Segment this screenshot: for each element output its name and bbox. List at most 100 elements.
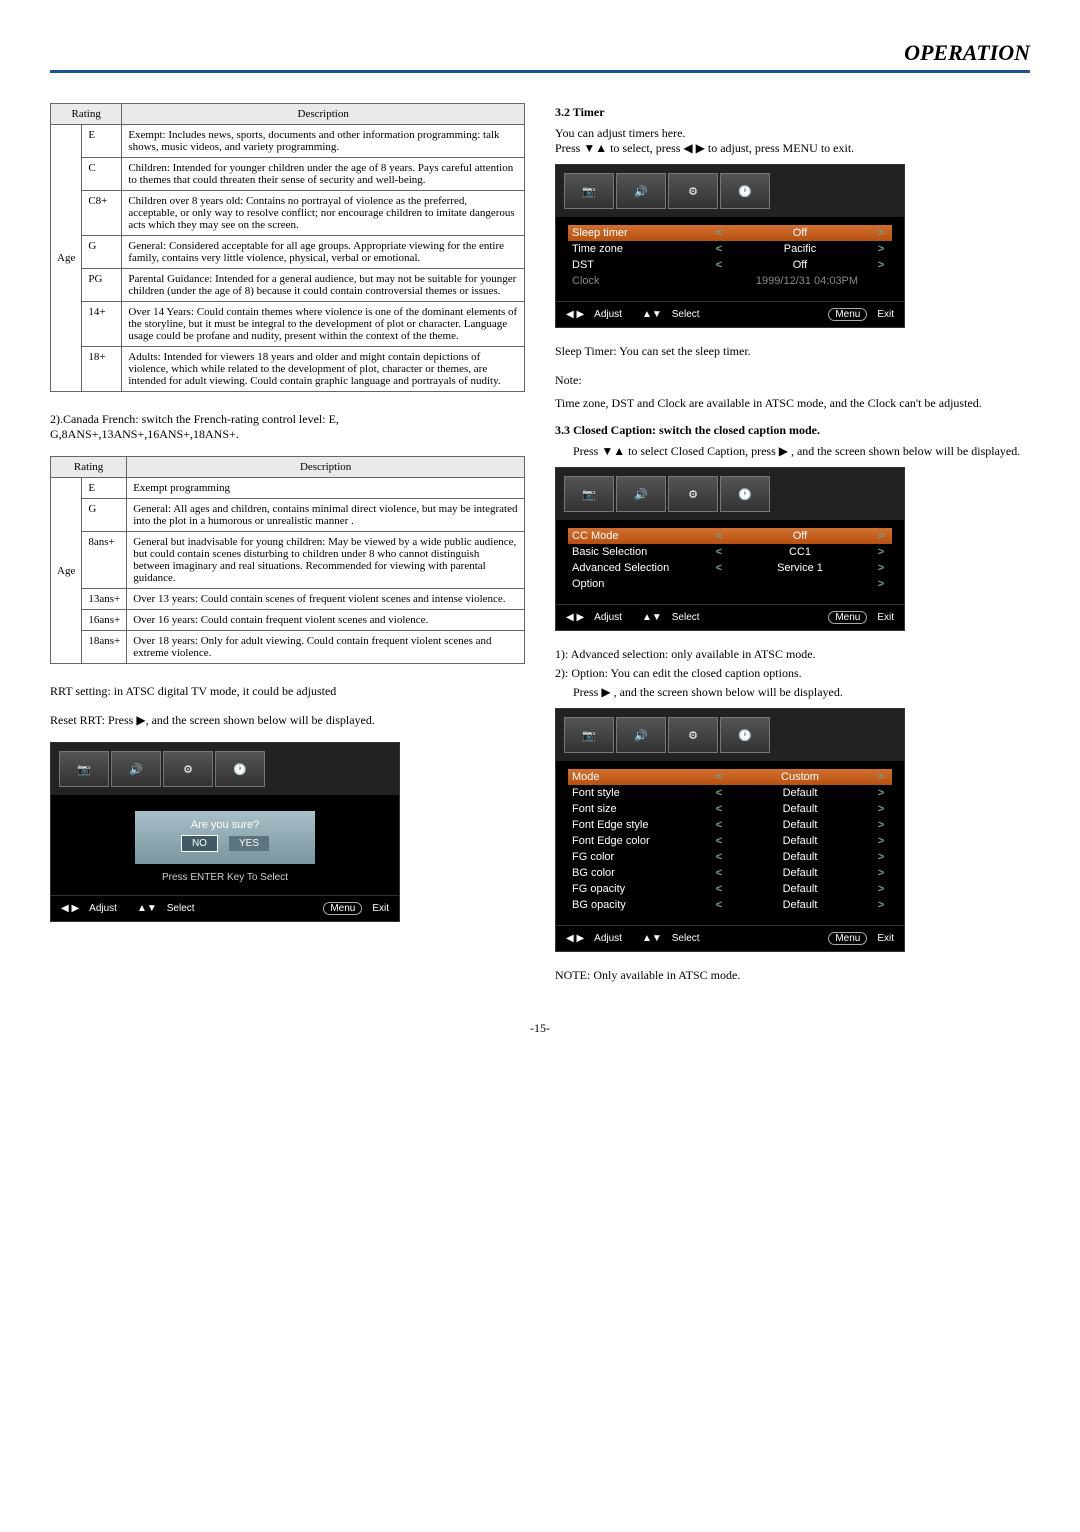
yes-button[interactable]: YES	[229, 836, 269, 851]
option-menu: 📷 🔊 ⚙ 🕐 Mode<Custom>Font style<Default>F…	[555, 708, 905, 952]
menu-icon: ⚙	[668, 717, 718, 753]
rating-code: G	[82, 499, 127, 532]
rating-desc: Adults: Intended for viewers 18 years an…	[122, 347, 525, 392]
right-arrow-icon[interactable]: >	[874, 851, 888, 863]
right-arrow-icon[interactable]: >	[874, 259, 888, 271]
menu-row[interactable]: FG opacity<Default>	[568, 881, 892, 897]
menu-row[interactable]: Font Edge color<Default>	[568, 833, 892, 849]
table-row: CChildren: Intended for younger children…	[51, 158, 525, 191]
rating-desc: Over 14 Years: Could contain themes wher…	[122, 302, 525, 347]
left-arrow-icon[interactable]: <	[712, 803, 726, 815]
left-arrow-icon[interactable]: <	[712, 899, 726, 911]
menu-icon: 📷	[564, 717, 614, 753]
timer-intro-1: You can adjust timers here.	[555, 126, 1030, 141]
menu-row[interactable]: Basic Selection<CC1>	[568, 544, 892, 560]
menu-row[interactable]: Clock1999/12/31 04:03PM	[568, 273, 892, 289]
rating-desc: Children over 8 years old: Contains no p…	[122, 191, 525, 236]
th-desc: Description	[122, 104, 525, 125]
menu-row[interactable]: BG opacity<Default>	[568, 897, 892, 913]
rating-code: 18+	[82, 347, 122, 392]
left-arrow-icon[interactable]: <	[712, 787, 726, 799]
no-button[interactable]: NO	[181, 835, 218, 852]
left-arrow-icon[interactable]: <	[712, 819, 726, 831]
left-arrow-icon[interactable]: <	[712, 243, 726, 255]
right-arrow-icon[interactable]: >	[874, 819, 888, 831]
menu-row-label: FG color	[572, 851, 712, 863]
right-arrow-icon[interactable]: >	[874, 530, 888, 542]
menu-row[interactable]: Font style<Default>	[568, 785, 892, 801]
rating-code: PG	[82, 269, 122, 302]
menu-row-label: BG color	[572, 867, 712, 879]
left-arrow-icon[interactable]: <	[712, 227, 726, 239]
menu-row[interactable]: Font size<Default>	[568, 801, 892, 817]
menu-row[interactable]: FG color<Default>	[568, 849, 892, 865]
menu-icon-row: 📷 🔊 ⚙ 🕐	[556, 709, 904, 761]
left-arrow-icon[interactable]: <	[712, 835, 726, 847]
menu-row-value: Default	[726, 803, 874, 815]
menu-row[interactable]: Sleep timer<Off>	[568, 225, 892, 241]
left-arrow-icon[interactable]: <	[712, 259, 726, 271]
right-arrow-icon[interactable]: >	[874, 803, 888, 815]
right-arrow-icon[interactable]: >	[874, 787, 888, 799]
right-arrow-icon[interactable]: >	[874, 562, 888, 574]
menu-icon: 📷	[59, 751, 109, 787]
left-arrow-icon[interactable]: <	[712, 883, 726, 895]
menu-row-value: Custom	[726, 771, 874, 783]
right-arrow-icon[interactable]: >	[874, 227, 888, 239]
menu-row[interactable]: Time zone<Pacific>	[568, 241, 892, 257]
ud-arrows-icon: ▲▼	[642, 309, 662, 320]
left-arrow-icon[interactable]: <	[712, 546, 726, 558]
menu-row[interactable]: CC Mode<Off>	[568, 528, 892, 544]
left-arrow-icon[interactable]: <	[712, 530, 726, 542]
cc-note-3: Press ▶ , and the screen shown below wil…	[573, 685, 1030, 700]
menu-row[interactable]: Option>	[568, 576, 892, 592]
rating-code: C	[82, 158, 122, 191]
menu-row[interactable]: Mode<Custom>	[568, 769, 892, 785]
menu-row-label: Basic Selection	[572, 546, 712, 558]
lr-arrows-icon: ◀ ▶	[566, 612, 584, 623]
right-arrow-icon[interactable]: >	[874, 771, 888, 783]
menu-row-value: Default	[726, 851, 874, 863]
right-arrow-icon[interactable]: >	[874, 883, 888, 895]
lr-arrows-icon: ◀ ▶	[566, 309, 584, 320]
table-row: 8ans+General but inadvisable for young c…	[51, 532, 525, 589]
timer-heading: 3.2 Timer	[555, 105, 1030, 120]
confirm-prompt: Are you sure?	[143, 819, 307, 831]
menu-row[interactable]: DST<Off>	[568, 257, 892, 273]
left-arrow-icon[interactable]: <	[712, 771, 726, 783]
menu-icon: 📷	[564, 476, 614, 512]
right-arrow-icon[interactable]: >	[874, 243, 888, 255]
table-row: 13ans+Over 13 years: Could contain scene…	[51, 589, 525, 610]
menu-row-label: Font Edge color	[572, 835, 712, 847]
right-arrow-icon[interactable]: >	[874, 546, 888, 558]
menu-row[interactable]: Font Edge style<Default>	[568, 817, 892, 833]
th-rating-2: Rating	[51, 457, 127, 478]
main-columns: Rating Description AgeEExempt: Includes …	[50, 93, 1030, 997]
menu-row[interactable]: BG color<Default>	[568, 865, 892, 881]
note-heading: Note:	[555, 373, 1030, 388]
left-arrow-icon[interactable]: <	[712, 562, 726, 574]
left-arrow-icon[interactable]: <	[712, 867, 726, 879]
right-arrow-icon[interactable]: >	[874, 578, 888, 590]
menu-row-label: Clock	[572, 275, 712, 287]
table-row: 14+Over 14 Years: Could contain themes w…	[51, 302, 525, 347]
right-arrow-icon[interactable]: >	[874, 899, 888, 911]
page-header: OPERATION	[50, 40, 1030, 73]
right-arrow-icon[interactable]: >	[874, 867, 888, 879]
rating-desc: Children: Intended for younger children …	[122, 158, 525, 191]
reset-rrt-para: Reset RRT: Press ▶, and the screen shown…	[50, 713, 525, 728]
menu-pill: Menu	[828, 308, 867, 321]
menu-row-label: Font style	[572, 787, 712, 799]
rating-code: 8ans+	[82, 532, 127, 589]
timer-intro-2: Press ▼▲ to select, press ◀ ▶ to adjust,…	[555, 141, 1030, 156]
menu-row[interactable]: Advanced Selection<Service 1>	[568, 560, 892, 576]
rating-desc: General but inadvisable for young childr…	[127, 532, 525, 589]
menu-row-label: Font size	[572, 803, 712, 815]
th-desc-2: Description	[127, 457, 525, 478]
menu-row-value: Default	[726, 835, 874, 847]
menu-footer: ◀ ▶ Adjust ▲▼ Select Menu Exit	[556, 301, 904, 327]
cc-note-2: 2): Option: You can edit the closed capt…	[555, 666, 1030, 681]
left-arrow-icon[interactable]: <	[712, 851, 726, 863]
menu-row-value: Default	[726, 899, 874, 911]
right-arrow-icon[interactable]: >	[874, 835, 888, 847]
